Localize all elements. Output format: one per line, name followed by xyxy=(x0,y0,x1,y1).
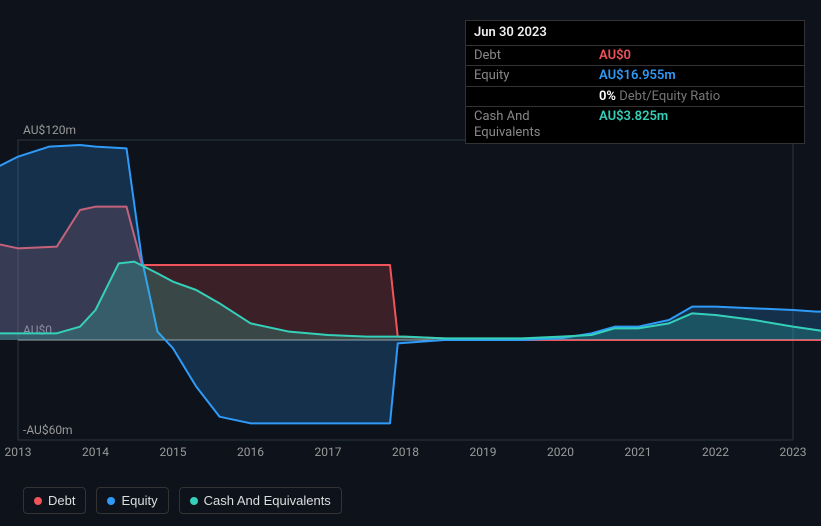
legend-label: Debt xyxy=(48,493,75,508)
tooltip-label: Cash And Equivalents xyxy=(474,109,599,140)
x-axis-label: 2017 xyxy=(315,445,342,459)
legend-item-debt[interactable]: Debt xyxy=(23,487,86,514)
x-axis-label: 2014 xyxy=(82,445,109,459)
tooltip-value: 0% Debt/Equity Ratio xyxy=(599,89,720,105)
x-axis-label: 2018 xyxy=(392,445,419,459)
tooltip-date: Jun 30 2023 xyxy=(466,21,804,46)
chart-legend: Debt Equity Cash And Equivalents xyxy=(23,487,342,514)
tooltip-row: 0% Debt/Equity Ratio xyxy=(466,87,804,108)
debt-color-dot xyxy=(34,497,42,505)
y-axis-label: -AU$60m xyxy=(23,423,73,437)
x-axis-label: 2013 xyxy=(5,445,32,459)
x-axis-label: 2020 xyxy=(547,445,574,459)
legend-label: Cash And Equivalents xyxy=(204,493,331,508)
cash-area xyxy=(0,262,821,340)
tooltip-label: Equity xyxy=(474,68,599,84)
tooltip-value: AU$16.955m xyxy=(599,68,676,84)
tooltip-label: Debt xyxy=(474,48,599,64)
tooltip-row: DebtAU$0 xyxy=(466,46,804,67)
chart-tooltip: Jun 30 2023 DebtAU$0EquityAU$16.955m0% D… xyxy=(465,20,805,144)
legend-item-cash[interactable]: Cash And Equivalents xyxy=(179,487,342,514)
tooltip-value: AU$3.825m xyxy=(599,109,668,140)
legend-item-equity[interactable]: Equity xyxy=(96,487,168,514)
x-axis-label: 2022 xyxy=(702,445,729,459)
financial-chart: AU$120m AU$0 -AU$60m 2013 2014 2015 2016 2017 20… xyxy=(0,0,821,526)
tooltip-row: Cash And EquivalentsAU$3.825m xyxy=(466,107,804,142)
legend-label: Equity xyxy=(121,493,157,508)
tooltip-value: AU$0 xyxy=(599,48,631,64)
x-axis-label: 2016 xyxy=(237,445,264,459)
x-axis-label: 2021 xyxy=(625,445,652,459)
x-axis-label: 2015 xyxy=(160,445,187,459)
equity-color-dot xyxy=(107,497,115,505)
tooltip-label xyxy=(474,89,599,105)
x-axis-label: 2023 xyxy=(780,445,807,459)
tooltip-row: EquityAU$16.955m xyxy=(466,66,804,87)
y-axis-label: AU$120m xyxy=(23,123,76,137)
cash-color-dot xyxy=(190,497,198,505)
x-axis-label: 2019 xyxy=(470,445,497,459)
